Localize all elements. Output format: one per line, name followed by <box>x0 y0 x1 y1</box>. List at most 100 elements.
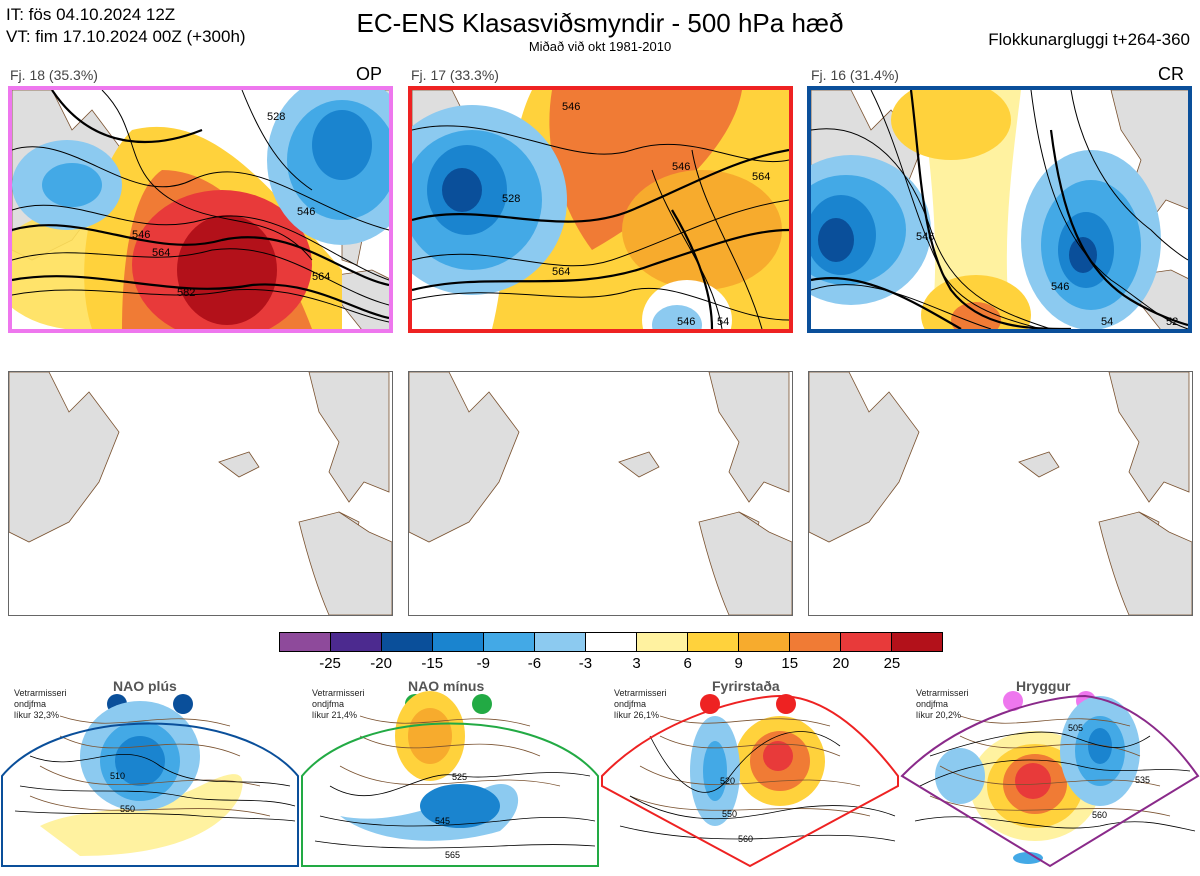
colorbar-swatch <box>586 633 637 651</box>
colorbar-swatch <box>739 633 790 651</box>
svg-text:565: 565 <box>445 850 460 860</box>
svg-text:510: 510 <box>110 771 125 781</box>
panel-2-label: Fj. 17 (33.3%) <box>411 67 499 83</box>
regime-border <box>301 722 599 867</box>
cluster-panel-3: 546 546 54 52 <box>807 86 1192 333</box>
colorbar-tick-label: -9 <box>476 655 490 672</box>
regime-map: 525 545 565 <box>301 691 599 867</box>
svg-text:560: 560 <box>738 834 753 844</box>
regime-note: Vetrarmisseri ondjfma líkur 20,2% <box>916 688 969 720</box>
basemap-1 <box>9 372 392 615</box>
cluster-map-3: 546 546 54 52 <box>811 90 1188 329</box>
panel-1-contour-label: 582 <box>177 287 195 299</box>
svg-text:505: 505 <box>1068 723 1083 733</box>
colorbar-tick-label: 25 <box>883 655 901 672</box>
colorbar-swatch <box>484 633 535 651</box>
page-title: EC-ENS Klasasviðsmyndir - 500 hPa hæð <box>356 8 844 38</box>
panel-1-label: Fj. 18 (35.3%) <box>10 67 98 83</box>
regime-note: Vetrarmisseri ondjfma líkur 32,3% <box>14 688 67 720</box>
colorbar-tick-label: -3 <box>578 655 593 672</box>
regime-dot <box>1003 691 1023 711</box>
panel-3-contour-label: 52 <box>1166 316 1178 328</box>
basemap-2 <box>409 372 792 615</box>
regime-name: Fyrirstaða <box>712 678 780 694</box>
regime-name: NAO plús <box>113 678 177 694</box>
colorbar-swatch <box>331 633 382 651</box>
cluster-map-1: 546 564 582 528 546 564 <box>12 90 389 329</box>
colorbar-tick-label: 3 <box>632 655 641 672</box>
regime-name: Hryggur <box>1016 678 1071 694</box>
classification-window: Flokkunargluggi t+264-360 <box>988 30 1190 49</box>
panel-1-contour-label: 564 <box>152 247 170 259</box>
colorbar-ticks: -25 -20 -15 -9 -6 -3 3 6 9 15 20 25 <box>259 655 963 675</box>
regime-border <box>1 722 299 867</box>
colorbar-tick-label: 15 <box>781 655 799 672</box>
colorbar-swatch <box>892 633 942 651</box>
initial-time: IT: fös 04.10.2024 12Z <box>6 5 176 24</box>
regime-dot <box>776 694 796 714</box>
empty-map-3 <box>808 371 1193 616</box>
panel-3-tag: CR <box>1158 64 1184 84</box>
regime-border <box>601 694 899 868</box>
regime-nao-plus: NAO plús Vetrarmisseri ondjfma líkur 32,… <box>0 676 300 871</box>
regime-note: Vetrarmisseri ondjfma líkur 26,1% <box>614 688 667 720</box>
panel-2-contour-label: 564 <box>752 171 770 183</box>
svg-text:550: 550 <box>722 809 737 819</box>
colorbar-swatch <box>841 633 892 651</box>
colorbar-swatch <box>535 633 586 651</box>
colorbar-tick-label: -6 <box>527 655 542 672</box>
panel-2-contour-label: 54 <box>717 316 729 328</box>
panel-3-contour-label: 546 <box>1051 281 1069 293</box>
panel-1-contour-label: 546 <box>297 206 315 218</box>
colorbar-tick-label: 9 <box>734 655 743 672</box>
panel-1-tag: OP <box>356 64 383 84</box>
regime-map: 510 550 <box>1 694 299 867</box>
colorbar-tick-label: 6 <box>683 655 692 672</box>
panel-2-contour-label: 528 <box>502 193 520 205</box>
empty-map-1 <box>8 371 393 616</box>
regime-nao-minus: NAO mínus Vetrarmisseri ondjfma líkur 21… <box>300 676 600 871</box>
colorbar-swatch <box>433 633 484 651</box>
cluster-map-2: 528 546 564 546 564 546 54 <box>412 90 789 329</box>
page-subtitle: Miðað við okt 1981-2010 <box>528 39 672 54</box>
svg-text:560: 560 <box>1092 810 1107 820</box>
colorbar-swatch <box>790 633 841 651</box>
empty-map-2 <box>408 371 793 616</box>
colorbar-tick-label: 20 <box>832 655 850 672</box>
panel-3-label: Fj. 16 (31.4%) <box>811 67 899 83</box>
regime-dot <box>173 694 193 714</box>
panel-1-contour-label: 564 <box>312 271 330 283</box>
panel-3-contour-label: 546 <box>916 231 934 243</box>
svg-text:550: 550 <box>120 804 135 814</box>
regime-name: NAO mínus <box>408 678 485 694</box>
svg-text:525: 525 <box>452 772 467 782</box>
colorbar-swatch <box>688 633 739 651</box>
panel-2-contour-label: 546 <box>677 316 695 328</box>
colorbar-tick-label: -15 <box>421 655 444 672</box>
header-times: IT: fös 04.10.2024 12Z VT: fim 17.10.202… <box>6 4 246 48</box>
regime-border <box>900 694 1200 868</box>
svg-text:535: 535 <box>1135 775 1150 785</box>
regime-blocking: Fyrirstaða Vetrarmisseri ondjfma líkur 2… <box>600 676 900 871</box>
regime-note: Vetrarmisseri ondjfma líkur 21,4% <box>312 688 365 720</box>
regime-dot <box>472 694 492 714</box>
anomaly-colorbar <box>279 632 943 652</box>
svg-text:520: 520 <box>720 776 735 786</box>
cluster-panel-1: 546 564 582 528 546 564 <box>8 86 393 333</box>
regime-ridge: Hryggur Vetrarmisseri ondjfma líkur 20,2… <box>900 676 1200 871</box>
colorbar-swatch <box>280 633 331 651</box>
valid-time: VT: fim 17.10.2024 00Z (+300h) <box>6 27 246 46</box>
colorbar-swatch <box>637 633 688 651</box>
cluster-panel-2: 528 546 564 546 564 546 54 <box>408 86 793 333</box>
regime-map: 505 535 560 <box>900 691 1200 868</box>
colorbar-swatch <box>382 633 433 651</box>
panel-3-contour-label: 54 <box>1101 316 1113 328</box>
colorbar-tick-label: -25 <box>319 655 341 672</box>
panel-1-contour-label: 546 <box>132 229 150 241</box>
regime-map: 520 550 560 <box>601 694 899 868</box>
panel-1-contour-label: 528 <box>267 111 285 123</box>
panel-2-contour-label: 546 <box>672 161 690 173</box>
panel-2-contour-label: 564 <box>552 266 570 278</box>
colorbar-tick-label: -20 <box>370 655 392 672</box>
svg-text:545: 545 <box>435 816 450 826</box>
